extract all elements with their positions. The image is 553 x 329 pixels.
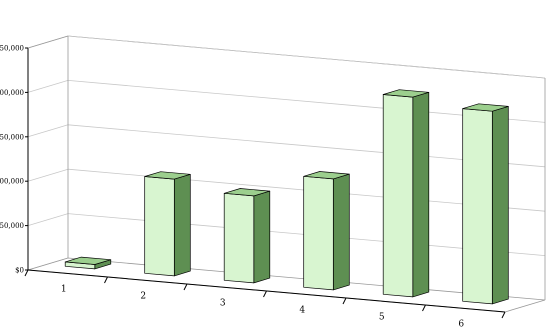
x-tick-label-6: 6 xyxy=(458,320,464,329)
bar-top-3 xyxy=(223,188,271,197)
bar-front-6 xyxy=(462,108,493,305)
x-tick-label-4: 4 xyxy=(299,306,305,316)
y-tick-label-0: $0 xyxy=(15,267,24,275)
side-gridline-1 xyxy=(27,213,69,226)
x-tick-label-5: 5 xyxy=(379,313,385,323)
bar-side-4 xyxy=(332,173,350,291)
bar-top-2 xyxy=(144,171,191,180)
x-tick-label-1: 1 xyxy=(61,285,67,295)
x-tick-mark-0 xyxy=(24,269,29,277)
x-tick-label-3: 3 xyxy=(220,299,226,309)
bar-top-5 xyxy=(382,89,430,98)
bar-top-6 xyxy=(462,103,509,112)
side-gridline-3 xyxy=(27,124,69,138)
x-tick-mark-3 xyxy=(263,290,267,298)
bar-front-4 xyxy=(303,175,334,291)
bar-top-1 xyxy=(64,256,112,265)
x-tick-label-2: 2 xyxy=(140,292,146,302)
side-gridline-4 xyxy=(27,80,69,93)
bar-side-6 xyxy=(491,106,509,305)
bar-side-3 xyxy=(253,190,271,284)
gridline-5 xyxy=(67,35,546,79)
x-tick-mark-1 xyxy=(104,276,108,284)
x-tick-mark-6 xyxy=(501,311,506,319)
y-tick-label-2: $100,000 xyxy=(0,178,24,186)
bar-front-2 xyxy=(144,176,175,277)
y-tick-label-5: $250,000 xyxy=(0,45,24,53)
side-gridline-2 xyxy=(27,168,69,182)
x-tick-mark-2 xyxy=(183,283,188,291)
bar-top-4 xyxy=(303,171,350,180)
bar-front-3 xyxy=(223,192,255,284)
bar-side-5 xyxy=(412,91,430,298)
bar-front-5 xyxy=(382,94,414,298)
bar-side-2 xyxy=(173,173,191,277)
y-tick-label-1: $50,000 xyxy=(0,222,24,230)
side-wall-top-edge xyxy=(27,35,69,49)
x-tick-mark-5 xyxy=(422,304,426,312)
y-tick-label-3: $150,000 xyxy=(0,133,24,141)
x-tick-mark-4 xyxy=(342,297,347,305)
y-tick-label-4: $200,000 xyxy=(0,89,24,97)
